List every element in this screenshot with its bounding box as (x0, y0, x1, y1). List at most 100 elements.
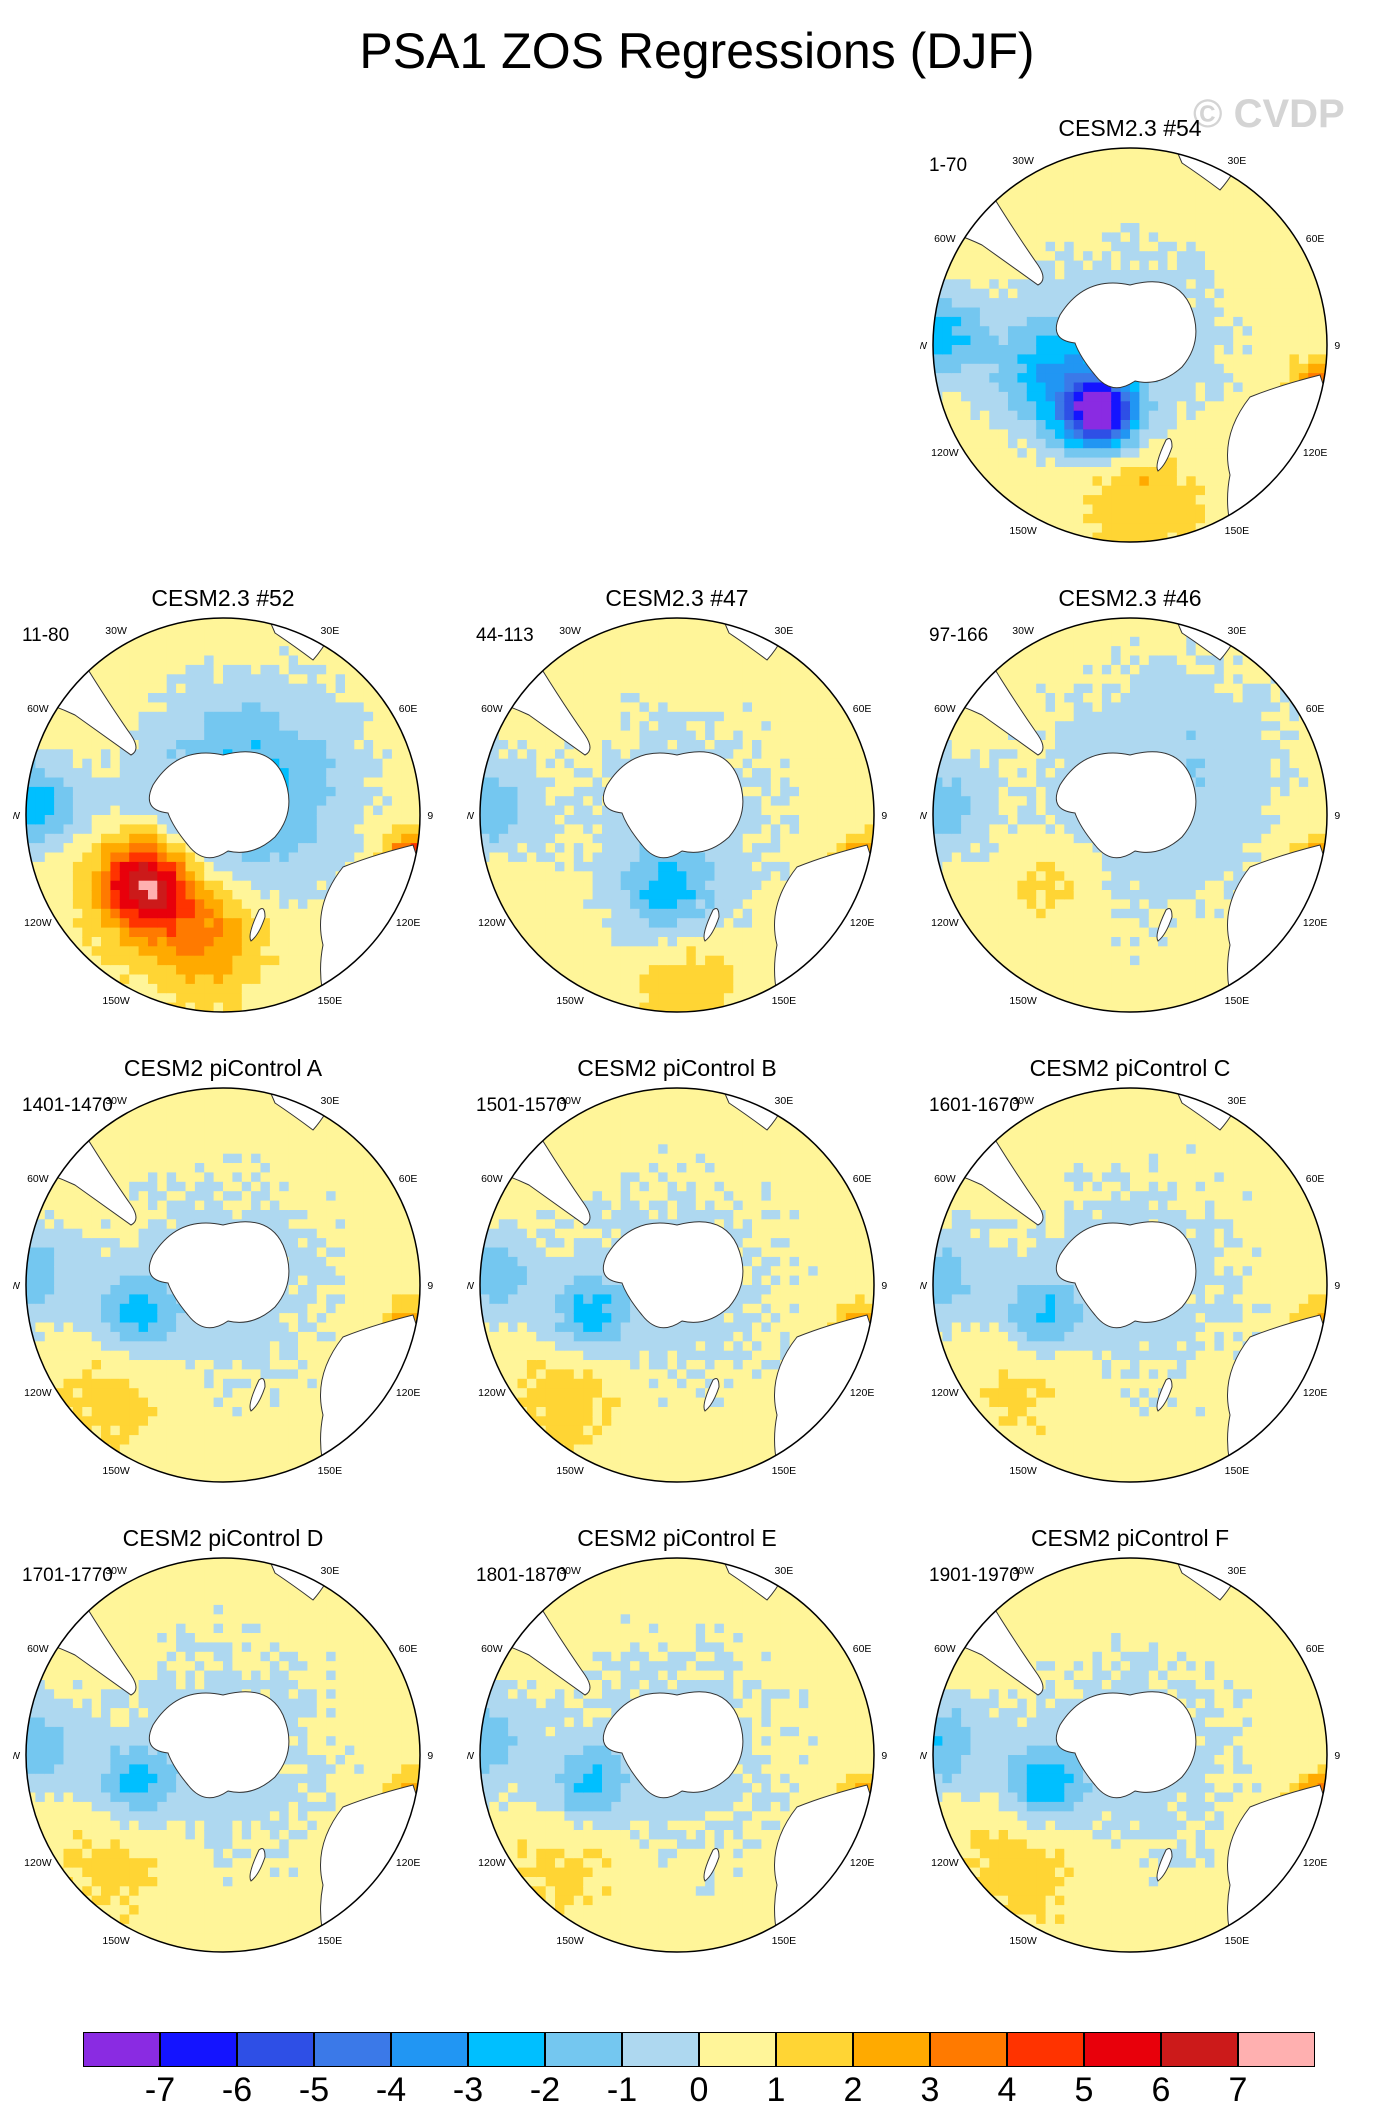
map-cell (279, 711, 290, 722)
map-cell (677, 693, 687, 703)
map-cell (667, 646, 678, 657)
map-cell (723, 871, 734, 882)
map-cell (1008, 457, 1018, 468)
map-cell (998, 946, 1009, 957)
map-cell (101, 786, 111, 797)
map-cell (1055, 363, 1065, 374)
map-cell (602, 955, 612, 966)
map-cell (695, 852, 706, 863)
map-cell (1083, 918, 1094, 929)
map-cell (1270, 270, 1281, 280)
map-cell (508, 843, 519, 854)
map-cell (1045, 937, 1056, 947)
map-cell (695, 646, 706, 657)
map-cell (1064, 899, 1075, 910)
map-cell (335, 796, 346, 807)
map-cell (1045, 833, 1056, 844)
map-cell (1017, 843, 1028, 854)
map-cell (1261, 335, 1272, 346)
map-cell (1064, 448, 1075, 459)
map-cell (1195, 401, 1206, 412)
map-cell (742, 702, 753, 713)
map-cell (1289, 251, 1300, 262)
map-cell (545, 786, 556, 797)
map-cell (517, 711, 528, 722)
map-cell (989, 251, 1000, 262)
map-cell (1130, 223, 1140, 233)
map-cell (592, 871, 603, 882)
map-cell (761, 871, 772, 882)
map-cell (63, 740, 74, 750)
map-cell (526, 721, 537, 732)
map-cell (288, 768, 299, 779)
map-cell (298, 711, 308, 722)
map-cell (1045, 495, 1056, 506)
map-cell (989, 410, 1000, 421)
map-cell (808, 768, 819, 779)
map-cell (316, 786, 327, 797)
map-cell (658, 974, 669, 985)
map-cell (1017, 410, 1028, 421)
map-cell (298, 702, 308, 713)
map-cell (970, 871, 981, 882)
map-cell (808, 721, 819, 732)
map-cell (185, 983, 196, 994)
map-cell (989, 307, 1000, 318)
map-cell (129, 965, 140, 976)
map-cell (1036, 288, 1047, 299)
map-cell (855, 796, 866, 807)
map-cell (101, 918, 111, 929)
map-cell (185, 871, 196, 882)
map-cell (1083, 438, 1094, 449)
map-cell (373, 702, 384, 713)
map-cell (1073, 749, 1084, 760)
map-cell (298, 730, 308, 741)
map-cell (1073, 382, 1084, 393)
map-cell (592, 749, 603, 760)
map-cell (213, 993, 224, 1004)
map-cell (298, 758, 308, 769)
map-cell (1214, 457, 1225, 468)
map-cell (630, 918, 641, 929)
map-cell (979, 270, 990, 280)
map-cell (91, 749, 102, 760)
map-cell (63, 843, 74, 854)
map-cell (573, 946, 584, 957)
map-cell (279, 861, 290, 872)
map-cell (1036, 983, 1047, 994)
map-cell (752, 937, 762, 947)
map-cell (648, 974, 659, 985)
map-cell (1055, 335, 1065, 346)
map-cell (1261, 213, 1272, 224)
map-cell (1111, 532, 1122, 542)
map-cell (677, 740, 687, 750)
map-cell (260, 927, 271, 938)
map-cell (1148, 448, 1159, 459)
map-cell (761, 768, 772, 779)
map-cell (770, 768, 781, 779)
map-cell (951, 316, 962, 327)
map-cell (138, 693, 149, 703)
map-cell (667, 993, 678, 1004)
map-cell (354, 702, 365, 713)
map-cell (780, 702, 791, 713)
map-cell (363, 711, 374, 722)
map-cell (705, 721, 716, 732)
map-cell (1139, 148, 1150, 158)
map-cell (298, 871, 308, 882)
map-cell (129, 636, 140, 647)
map-cell (1242, 251, 1253, 262)
map-cell (677, 683, 687, 694)
map-cell (1130, 457, 1140, 468)
map-cell (742, 777, 753, 788)
map-cell (110, 768, 121, 779)
map-cell (1008, 410, 1018, 421)
map-cell (723, 927, 734, 938)
map-cell (817, 833, 828, 844)
map-cell (770, 890, 781, 900)
map-cell (942, 410, 953, 421)
map-cell (611, 636, 622, 647)
map-cell (1176, 270, 1187, 280)
map-cell (166, 965, 177, 976)
map-cell (686, 974, 697, 985)
